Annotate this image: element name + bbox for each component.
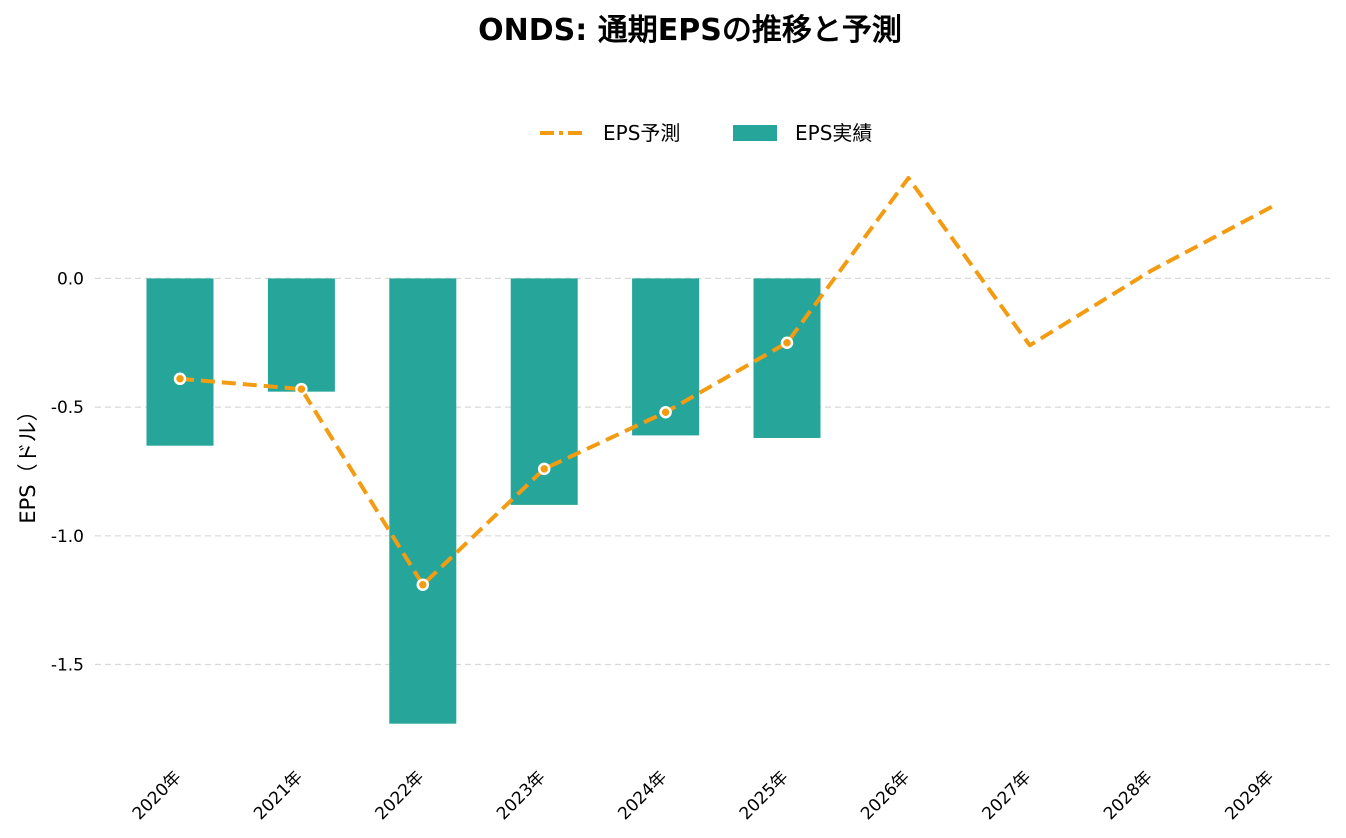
x-tick-label: 2020年	[129, 767, 186, 824]
forecast-point	[173, 372, 187, 386]
actual-bar	[146, 278, 214, 446]
legend: EPS予測 EPS実績	[540, 121, 872, 145]
x-tick-label: 2027年	[979, 767, 1036, 824]
actual-bar	[389, 278, 457, 724]
actual-bar	[267, 278, 335, 392]
forecast-line-group	[173, 176, 1274, 591]
legend-item-actual: EPS実績	[733, 121, 872, 145]
x-tick-label: 2025年	[736, 767, 793, 824]
y-tick-label: -0.5	[51, 398, 84, 418]
y-tick-label: -1.5	[51, 655, 84, 675]
x-tick-labels: 2020年 2021年 2022年 2023年 2024年 2025年 2026年 2027年…	[129, 767, 1278, 824]
y-tick-label: 0.0	[57, 269, 84, 289]
x-tick-label: 2026年	[857, 767, 914, 824]
y-tick-label: -1.0	[51, 527, 84, 547]
x-tick-label: 2028年	[1100, 767, 1157, 824]
forecast-point	[537, 462, 551, 476]
actual-bars	[146, 278, 821, 724]
x-tick-label: 2023年	[493, 767, 550, 824]
x-tick-label: 2021年	[250, 767, 307, 824]
forecast-point	[780, 336, 794, 349]
actual-bar	[753, 278, 821, 438]
legend-forecast-label: EPS予測	[603, 121, 680, 145]
legend-item-forecast: EPS予測	[540, 121, 680, 145]
legend-actual-label: EPS実績	[795, 121, 872, 145]
x-tick-label: 2029年	[1221, 767, 1278, 824]
x-tick-label: 2024年	[614, 767, 671, 824]
y-axis-label: EPS（ドル）	[16, 400, 40, 523]
forecast-point	[416, 578, 430, 591]
forecast-point	[659, 405, 672, 419]
y-tick-labels: 0.0 -0.5 -1.0 -1.5	[51, 269, 84, 675]
x-tick-label: 2022年	[372, 767, 429, 824]
forecast-line	[179, 176, 1274, 587]
forecast-point	[295, 382, 308, 396]
legend-actual-swatch	[733, 125, 777, 141]
chart-title: ONDS: 通期EPSの推移と予測	[478, 13, 902, 48]
